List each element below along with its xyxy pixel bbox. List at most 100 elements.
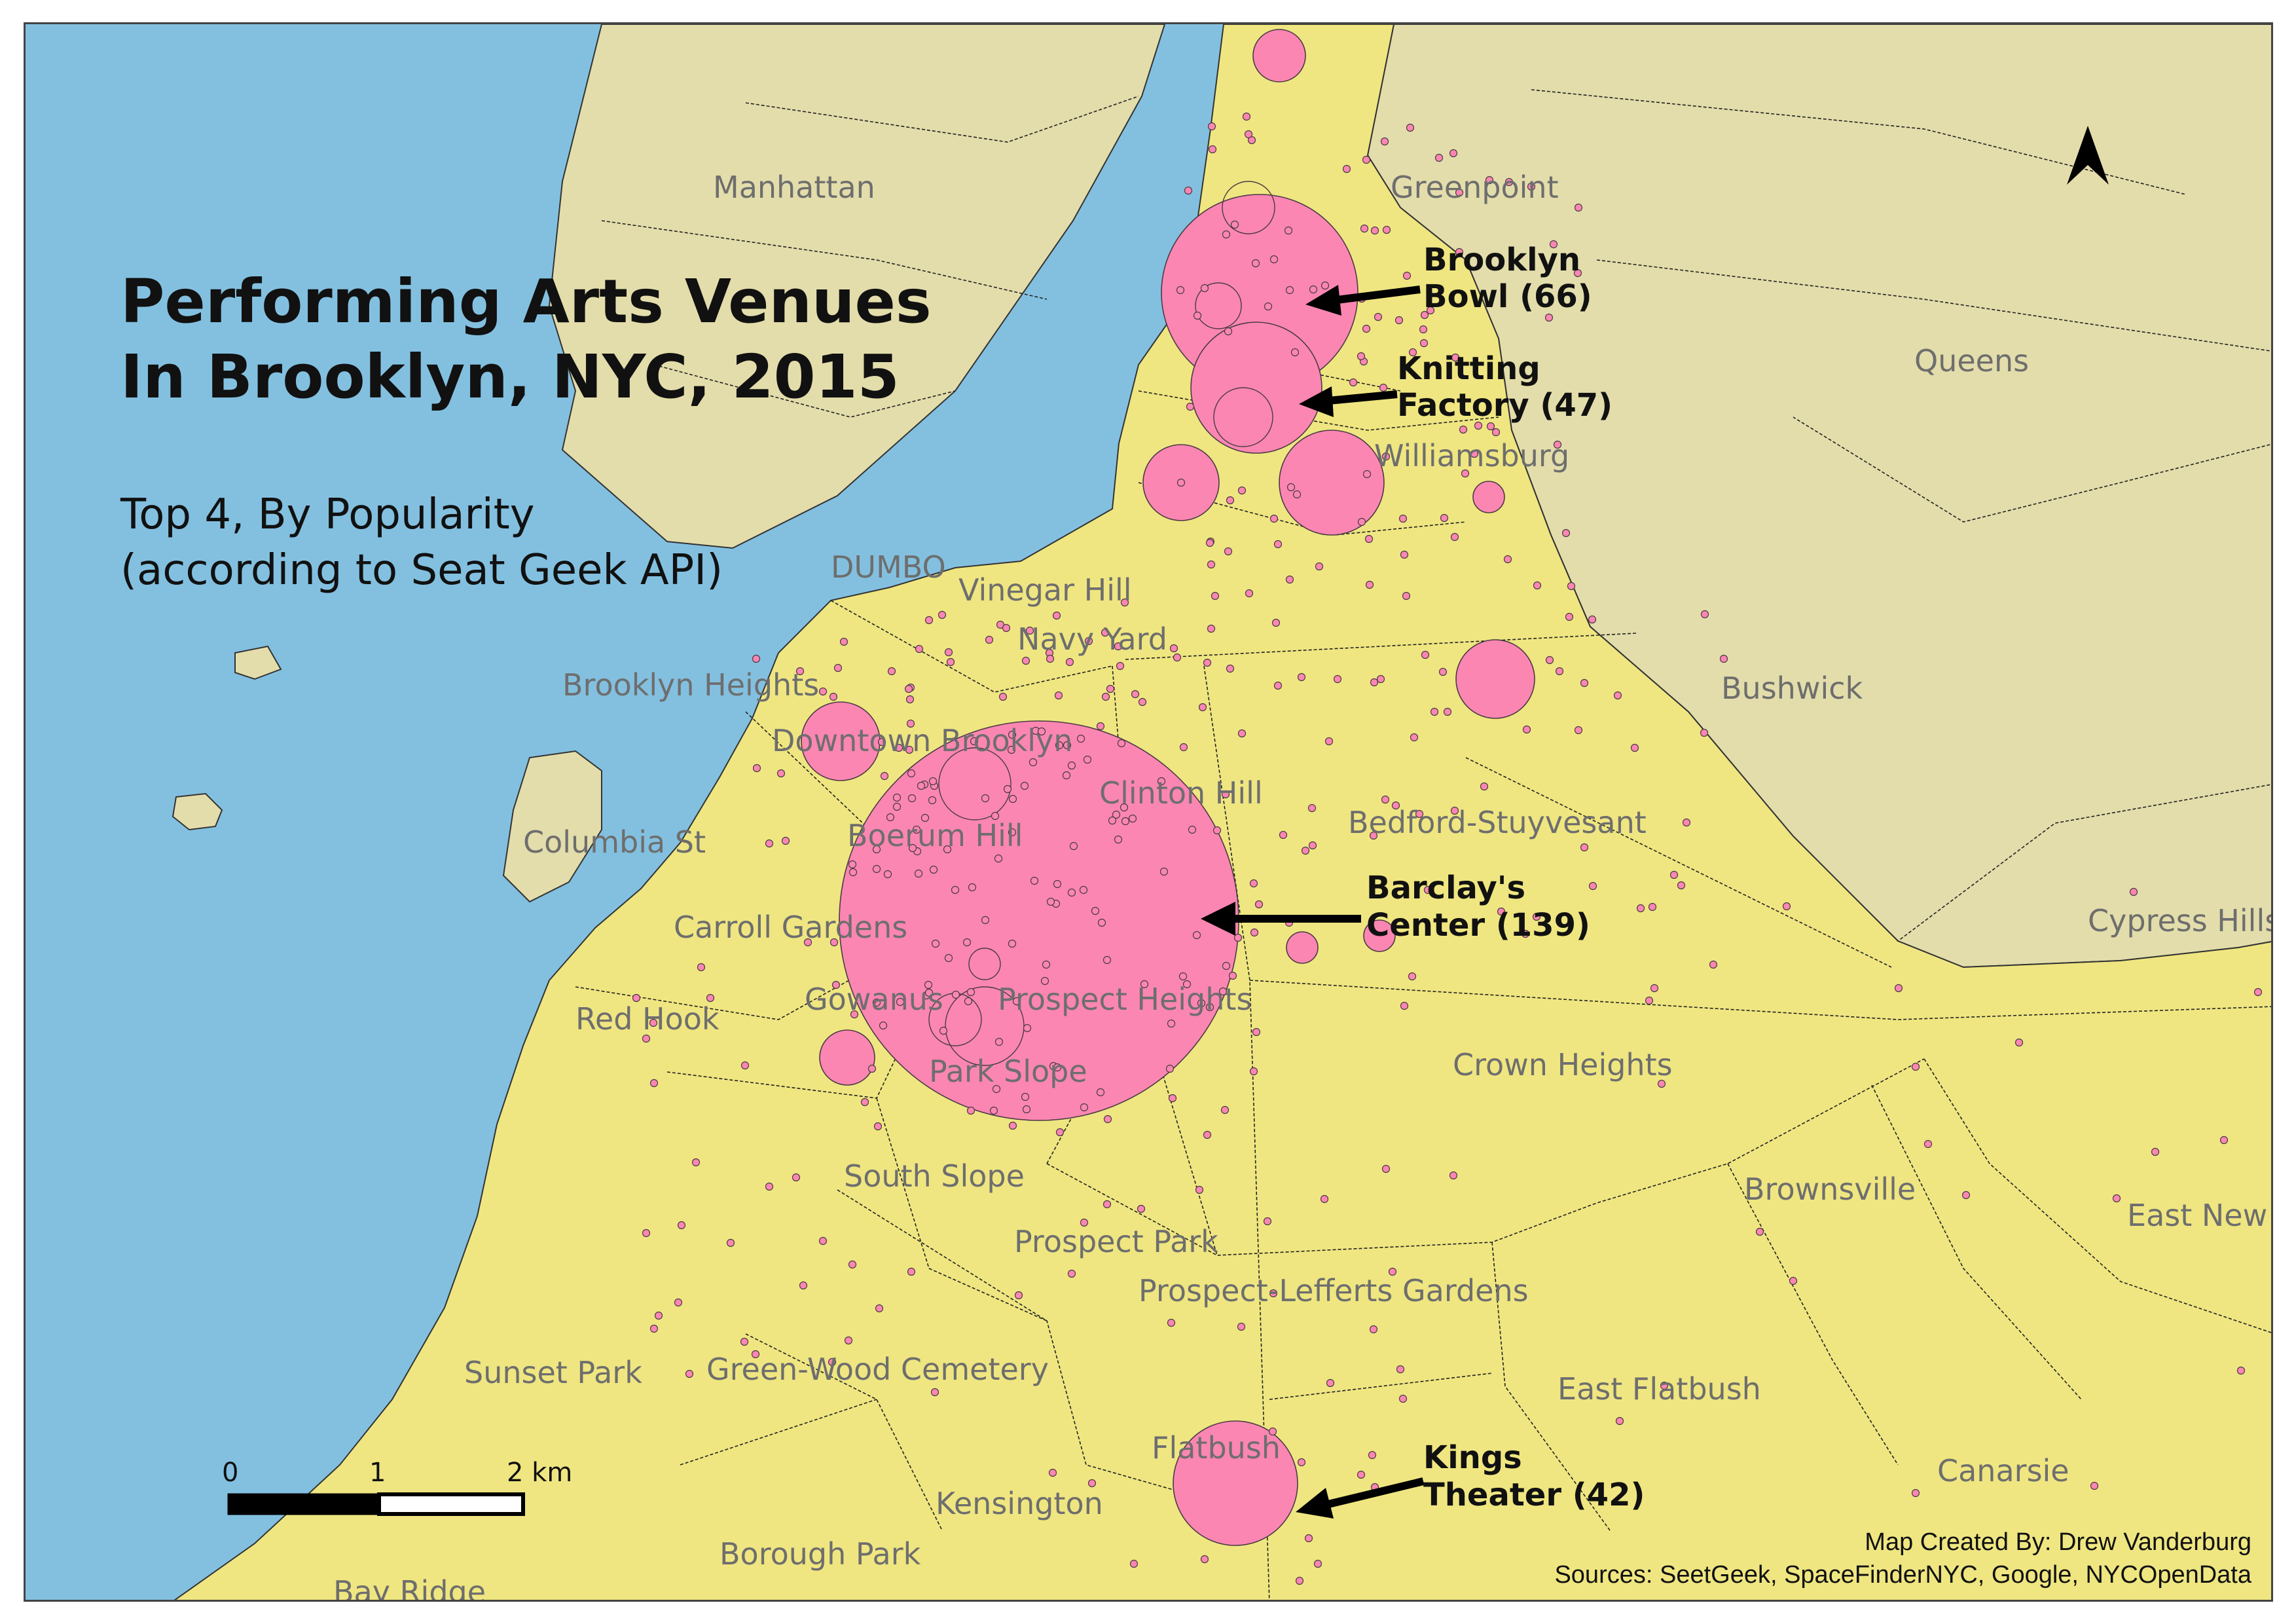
venue-dot	[1120, 598, 1129, 607]
north-arrow-icon	[2067, 126, 2109, 185]
venue-kings-theater[interactable]	[1173, 1420, 1298, 1546]
venue-dot	[1615, 1416, 1624, 1426]
venue-dot	[1645, 996, 1654, 1005]
venue-dot	[1381, 452, 1391, 461]
callout-label-line1: Brooklyn	[1423, 242, 1580, 278]
venue-dot	[1285, 286, 1294, 295]
venue-dot	[1295, 1576, 1304, 1585]
venue-dot	[1438, 667, 1448, 676]
venue-dot	[1549, 240, 1558, 249]
venue-dot	[1648, 902, 1657, 912]
credits-line1: Map Created By: Drew Vanderburg	[1865, 1528, 2251, 1556]
venue-dot	[1320, 1194, 1329, 1204]
venue-dot	[1207, 122, 1216, 131]
venue-dot	[1313, 1559, 1322, 1568]
venue-dot	[872, 845, 881, 854]
venue-knitting-factory[interactable]	[1190, 322, 1322, 454]
label-bedford-stuyvesant: Bedford-Stuyvesant	[1348, 805, 1647, 840]
venue-dot	[1503, 555, 1512, 564]
venue-dot	[1362, 324, 1371, 333]
arrow-head-icon	[1299, 386, 1334, 417]
venue-dot	[1203, 1130, 1212, 1139]
label-east-flatbush: East Flatbush	[1558, 1371, 1761, 1407]
venue-dot	[1449, 149, 1458, 158]
venue-dot	[970, 737, 979, 746]
venue-circle[interactable]	[1252, 29, 1306, 83]
venue-dot	[912, 825, 921, 834]
label-green-wood-cemetery: Green-Wood Cemetery	[706, 1352, 1049, 1387]
venue-dot	[892, 793, 902, 802]
venue-dot	[781, 836, 790, 845]
venue-circle[interactable]	[1472, 481, 1505, 513]
venue-dot	[642, 1228, 651, 1238]
venue-dot	[1567, 581, 1576, 591]
venue-dot	[1434, 153, 1444, 162]
venue-dot	[994, 854, 1003, 863]
venue-dot	[1087, 1479, 1097, 1488]
venue-dot	[1184, 186, 1193, 195]
venue-dot	[1192, 931, 1201, 940]
venue-dot	[1101, 628, 1110, 637]
venue-dot	[930, 1388, 939, 1397]
venue-dot	[989, 1106, 998, 1115]
venue-dot	[1053, 879, 1062, 889]
venue-dot	[1046, 654, 1055, 663]
venue-dot	[1121, 817, 1130, 826]
map-subtitle-line1: Top 4, By Popularity	[120, 490, 535, 539]
venue-dot	[1532, 912, 1541, 921]
venue-circle[interactable]	[1455, 639, 1535, 719]
venue-dot	[1205, 538, 1214, 547]
venue-dot	[831, 980, 841, 989]
venue-dot	[649, 1018, 658, 1027]
venue-dot	[1176, 286, 1185, 295]
venue-dot	[1173, 653, 1182, 662]
venue-dot	[1369, 1325, 1378, 1334]
venue-dot	[1450, 532, 1459, 542]
venue-dot	[1911, 1488, 1920, 1498]
venue-dot	[894, 743, 903, 752]
venue-dot	[1421, 650, 1430, 659]
venue-circle[interactable]	[1286, 931, 1319, 964]
label-vinegar-hill: Vinegar Hill	[958, 572, 1132, 608]
venue-dot	[1008, 730, 1017, 739]
venue-dot	[1271, 618, 1281, 627]
venue-dot	[1008, 1121, 1017, 1130]
venue-dot	[1008, 939, 1017, 948]
venue-circle[interactable]	[1363, 919, 1396, 952]
venue-dot	[1660, 1381, 1669, 1390]
label-boerum-hill: Boerum Hill	[847, 818, 1023, 853]
venue-dot	[924, 616, 934, 625]
callout-label-line2: Center (139)	[1366, 907, 1590, 944]
venue-dot	[1474, 421, 1483, 430]
map-frame: Manhattan Greenpoint Queens Williamsburg…	[24, 22, 2273, 1602]
venue-dot	[1138, 697, 1147, 707]
venue-dot	[1129, 1559, 1139, 1568]
venue-dot	[904, 684, 913, 693]
venue-circle[interactable]	[1279, 430, 1385, 536]
venue-dot	[1165, 1064, 1175, 1073]
venue-dot	[872, 864, 881, 874]
venue-circle[interactable]	[819, 1029, 875, 1086]
venue-dot	[654, 1311, 663, 1320]
venue-dot	[1220, 1105, 1230, 1115]
venue-dot	[1178, 972, 1188, 981]
venue-dot	[1263, 1217, 1272, 1226]
venue-dot	[1195, 1185, 1204, 1194]
venue-dot	[1630, 743, 1639, 752]
venue-dot	[1326, 1378, 1335, 1388]
venue-dot	[1203, 658, 1212, 667]
venue-dot	[1096, 1088, 1105, 1097]
venue-dot	[1106, 684, 1115, 693]
venue-dot	[2219, 1135, 2229, 1145]
venue-dot	[1030, 876, 1039, 885]
venue-dot	[697, 963, 706, 972]
venue-dot	[1228, 971, 1237, 980]
venue-dot	[991, 811, 1000, 821]
venue-dot	[818, 1236, 828, 1246]
venue-dot	[1321, 281, 1330, 290]
manhattan-landmass	[548, 24, 1166, 549]
venue-dot	[1588, 881, 1597, 891]
scale-label-1: 1	[369, 1458, 386, 1488]
label-prospect-heights: Prospect Heights	[998, 982, 1252, 1017]
venue-dot	[1961, 1190, 1971, 1200]
